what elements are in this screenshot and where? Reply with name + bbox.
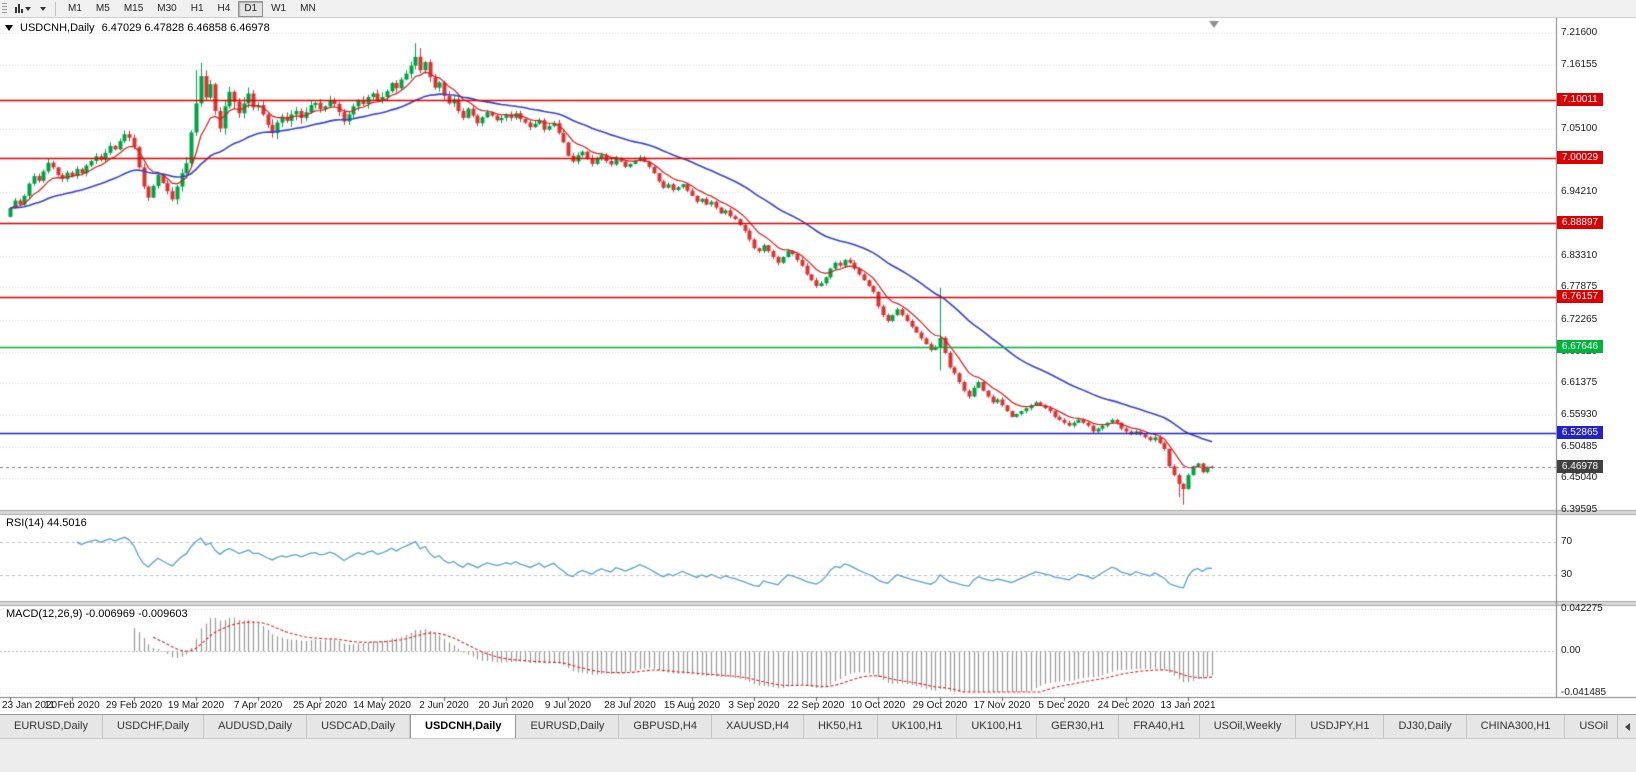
chevron-down-icon — [40, 6, 46, 11]
chart-type-button[interactable] — [11, 1, 35, 17]
toolbar-drag-handle[interactable] — [2, 2, 7, 15]
timeframe-button-m30[interactable]: M30 — [151, 1, 182, 17]
timeframe-button-m1[interactable]: M1 — [62, 1, 88, 17]
chart-tab-fra40-h1[interactable]: FRA40,H1 — [1119, 715, 1200, 738]
chart-tab-bar: EURUSD,Daily USDCHF,Daily AUDUSD,Daily USDC… — [0, 714, 1636, 738]
tab-scroll-left-icon — [1624, 722, 1630, 731]
price-axis[interactable] — [1556, 18, 1636, 697]
chart-tab-audusd-daily[interactable]: AUDUSD,Daily — [204, 715, 308, 738]
chart-tab-xauusd-h4[interactable]: XAUUSD,H4 — [711, 715, 804, 738]
chart-tab-gbpusd-h4[interactable]: GBPUSD,H4 — [619, 715, 712, 738]
top-toolbar: M1 M5 M15 M30 H1 H4 D1 W1 MN — [0, 0, 1636, 18]
timeframe-button-mn[interactable]: MN — [294, 1, 322, 17]
chart-tabs-strip: EURUSD,Daily USDCHF,Daily AUDUSD,Daily USDC… — [0, 715, 1624, 738]
chart-tab-uk100-h1[interactable]: UK100,H1 — [957, 715, 1038, 738]
chart-area: USDCNH,Daily 6.47029 6.47828 6.46858 6.4… — [0, 18, 1636, 714]
chart-tab-eurusd-daily[interactable]: EURUSD,Daily — [516, 715, 620, 738]
chart-tab-ger30-h1[interactable]: GER30,H1 — [1037, 715, 1120, 738]
chart-tab-uk100-h1[interactable]: UK100,H1 — [877, 715, 958, 738]
chart-tab-usoil-weekly[interactable]: USOil,Weekly — [1199, 715, 1297, 738]
time-axis[interactable] — [0, 697, 1556, 714]
timeframe-button-m15[interactable]: M15 — [118, 1, 149, 17]
timeframe-button-h1[interactable]: H1 — [185, 1, 210, 17]
price-chart-canvas[interactable] — [0, 18, 1636, 714]
chart-tab-usdjpy-h1[interactable]: USDJPY,H1 — [1296, 715, 1385, 738]
timeframe-toolbar: M1 M5 M15 M30 H1 H4 D1 W1 MN — [61, 0, 323, 17]
toolbar-separator — [55, 1, 56, 16]
timeframe-button-m5[interactable]: M5 — [90, 1, 116, 17]
chart-tab-eurusd-daily[interactable]: EURUSD,Daily — [0, 715, 103, 738]
timeframes-dropdown-button[interactable] — [36, 1, 50, 17]
chart-tab-china300-h1[interactable]: CHINA300,H1 — [1466, 715, 1566, 738]
chart-tab-dj30-daily[interactable]: DJ30,Daily — [1384, 715, 1467, 738]
tab-scroll-left-button[interactable] — [1617, 715, 1636, 738]
chart-tab-usoil[interactable]: USOil — [1565, 715, 1624, 738]
chart-type-icon — [15, 4, 23, 13]
timeframe-button-w1[interactable]: W1 — [265, 1, 292, 17]
chart-tab-hk50-h1[interactable]: HK50,H1 — [803, 715, 878, 738]
status-bar — [0, 738, 1636, 772]
chart-tab-usdcnh-daily[interactable]: USDCNH,Daily — [410, 715, 517, 738]
chevron-down-icon — [25, 6, 31, 11]
chart-tab-usdcad-daily[interactable]: USDCAD,Daily — [307, 715, 411, 738]
chart-tab-usdchf-daily[interactable]: USDCHF,Daily — [102, 715, 205, 738]
timeframe-button-d1[interactable]: D1 — [238, 0, 264, 17]
timeframe-button-h4[interactable]: H4 — [212, 1, 237, 17]
